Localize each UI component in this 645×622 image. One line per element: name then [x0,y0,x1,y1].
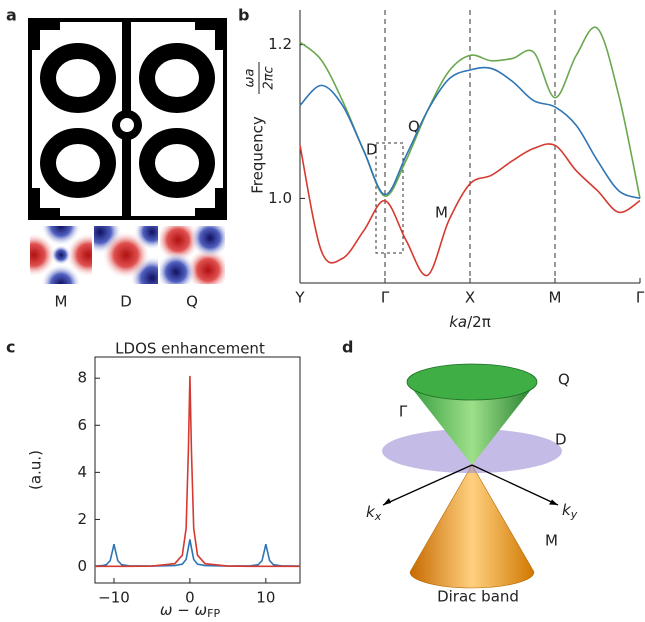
highlight-box [375,142,404,254]
chart-title: LDOS enhancement [115,340,265,358]
structure-image [28,18,227,220]
x-tick-label: 10 [256,589,275,607]
panel-label: d [342,338,353,357]
plot-frame [94,356,301,584]
x-label-part: ka [449,313,467,331]
mode-label: Q [186,293,198,311]
y-label-numerator: ωa [243,69,258,88]
axis-label-main: k [562,501,572,519]
panel-title: Dirac band [437,588,519,606]
y-tick-label: 4 [77,463,87,481]
line-series [299,143,641,277]
y-tick-label: 6 [77,416,87,434]
y-label: (a.u.) [27,450,45,490]
series-label: Q [408,118,420,136]
y-label: Frequency [249,116,267,194]
line-series [299,66,641,200]
x-label-part: /2π [467,313,491,331]
x-tick-label: −10 [98,589,130,607]
y-tick-label: 1.0 [268,189,292,207]
band-label: D [555,431,567,449]
axis-label: kx [366,503,382,524]
axis-label-sub: x [374,510,382,523]
band-label: M [545,532,558,550]
y-tick-label: 1.2 [268,35,292,53]
line-series [94,539,301,567]
mode-profiles [30,226,225,284]
point-label: Γ [399,403,408,421]
dirac-cone [382,363,562,589]
y-label-denominator: 2πc [262,66,277,89]
mode-label: M [55,293,68,311]
mode-label: D [120,293,132,311]
y-tick-label: 2 [77,510,87,528]
series-label: M [435,204,448,222]
y-tick-label: 0 [77,557,87,575]
y-tick-label: 8 [77,369,87,387]
x-label-part: ω − ω [160,601,207,619]
x-tick-label: Γ [381,289,390,307]
x-tick-label: Y [294,289,305,307]
panel-label: a [6,6,17,25]
axis-label: ky [562,501,578,522]
x-tick-label: Γ [636,289,645,307]
line-series [95,375,300,568]
axis-label-main: k [366,503,376,521]
x-tick-label: X [465,289,475,307]
y-axis-label: Frequency ωa 2πc [243,62,277,194]
x-label: ω − ωFP [160,601,221,621]
x-label-subscript: FP [207,607,220,620]
x-label: ka/2π [449,313,491,331]
series-label: D [366,141,378,159]
axis-label-sub: y [570,508,578,521]
band-label: Q [558,371,570,389]
x-tick-label: M [549,289,562,307]
panel-label: c [6,338,15,357]
panel-label: b [238,6,249,25]
x-tick-label: 0 [185,589,195,607]
